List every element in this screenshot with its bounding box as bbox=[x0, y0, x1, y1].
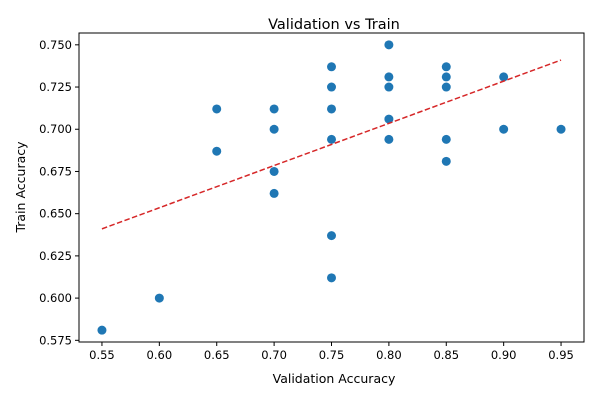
data-point-0 bbox=[97, 325, 107, 335]
data-point-3 bbox=[212, 146, 222, 156]
x-tick-label-7: 0.90 bbox=[491, 348, 517, 362]
x-tick-label-3: 0.70 bbox=[261, 348, 287, 362]
data-point-4 bbox=[269, 104, 279, 114]
data-point-25 bbox=[499, 124, 509, 134]
y-tick-label-6: 0.725 bbox=[39, 80, 72, 94]
x-tick-label-0: 0.55 bbox=[89, 348, 115, 362]
x-tick-label-4: 0.75 bbox=[319, 348, 345, 362]
data-point-26 bbox=[556, 124, 566, 134]
x-tick-label-5: 0.80 bbox=[376, 348, 402, 362]
x-tick-label-1: 0.60 bbox=[147, 348, 173, 362]
data-point-20 bbox=[441, 72, 451, 82]
y-tick-label-5: 0.700 bbox=[39, 122, 72, 136]
data-point-15 bbox=[384, 72, 394, 82]
data-point-9 bbox=[327, 82, 336, 92]
x-tick-label-8: 0.95 bbox=[548, 348, 574, 362]
data-point-24 bbox=[499, 72, 509, 82]
data-point-19 bbox=[441, 62, 451, 72]
y-tick-label-1: 0.600 bbox=[39, 291, 72, 305]
x-tick-label-6: 0.85 bbox=[433, 348, 459, 362]
x-axis-label: Validation Accuracy bbox=[273, 371, 396, 386]
y-tick-label-3: 0.650 bbox=[39, 207, 72, 221]
data-point-10 bbox=[327, 104, 336, 114]
data-point-8 bbox=[327, 62, 336, 72]
chart-title: Validation vs Train bbox=[268, 17, 400, 33]
data-point-2 bbox=[212, 104, 222, 114]
data-point-21 bbox=[441, 82, 451, 92]
data-point-5 bbox=[269, 124, 279, 134]
data-point-12 bbox=[327, 231, 336, 241]
y-axis-label: Train Accuracy bbox=[13, 141, 28, 234]
data-point-6 bbox=[269, 166, 279, 176]
y-tick-label-2: 0.625 bbox=[39, 249, 72, 263]
data-point-17 bbox=[384, 114, 394, 124]
trend-line bbox=[101, 59, 562, 230]
y-tick-label-7: 0.750 bbox=[39, 38, 72, 52]
data-point-22 bbox=[441, 134, 451, 144]
y-tick-label-4: 0.675 bbox=[39, 164, 72, 178]
data-point-1 bbox=[154, 293, 164, 303]
x-tick-label-2: 0.65 bbox=[204, 348, 230, 362]
data-point-11 bbox=[327, 134, 336, 144]
data-point-14 bbox=[384, 40, 394, 50]
data-point-16 bbox=[384, 82, 394, 92]
y-tick-label-0: 0.575 bbox=[39, 333, 72, 347]
data-point-23 bbox=[441, 156, 451, 166]
data-point-18 bbox=[384, 134, 394, 144]
data-point-7 bbox=[269, 188, 279, 198]
data-point-13 bbox=[327, 273, 336, 283]
